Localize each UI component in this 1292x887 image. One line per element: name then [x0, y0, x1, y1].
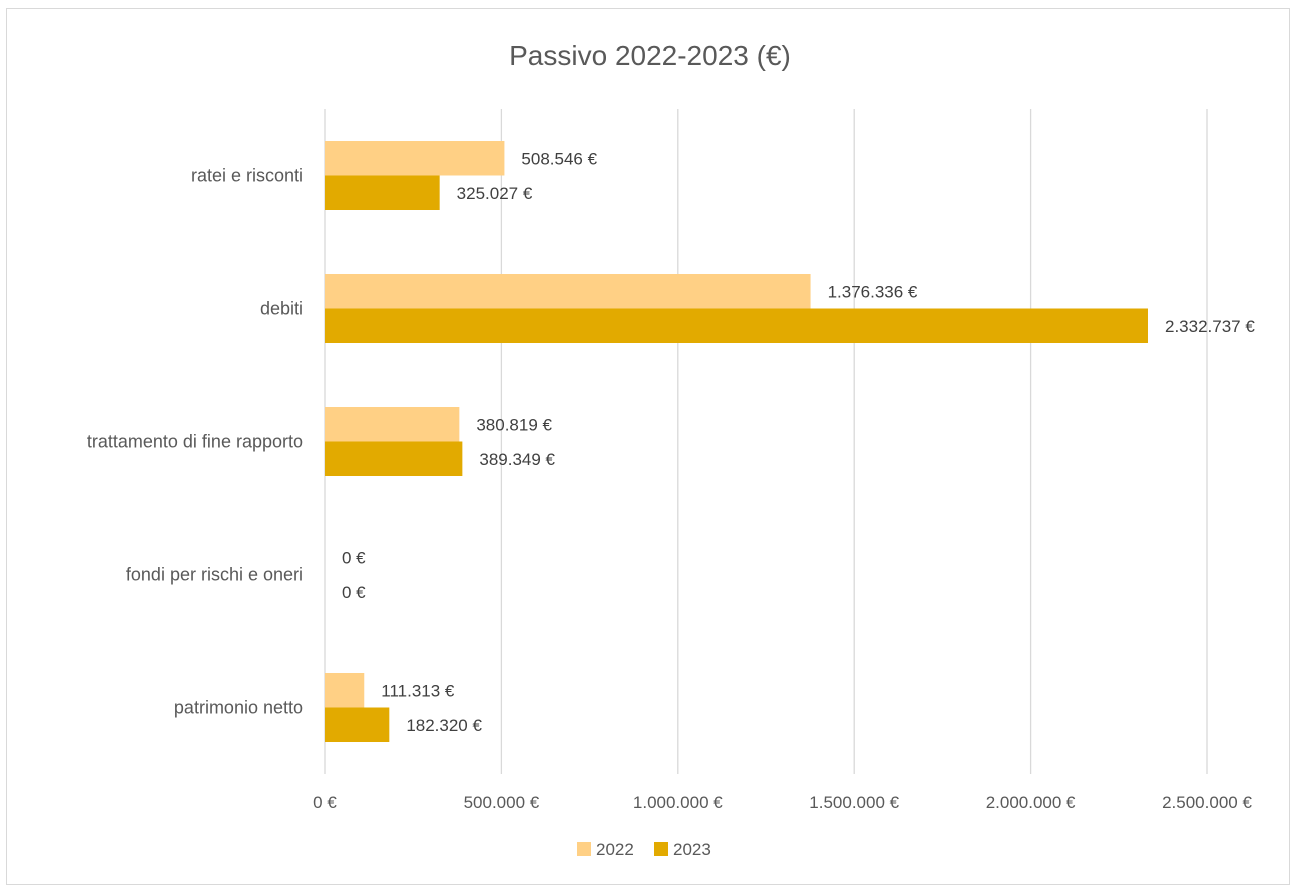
bar-2022 [325, 407, 460, 442]
category-label: patrimonio netto [174, 698, 303, 718]
legend-swatch [654, 842, 668, 856]
category-label: ratei e risconti [191, 166, 303, 186]
data-label: 111.313 € [381, 681, 455, 700]
data-label: 0 € [342, 548, 366, 567]
bar-2022 [325, 673, 365, 708]
chart-svg: Passivo 2022-2023 (€) 508.546 € 325.027 €… [87, 40, 1255, 859]
bar-2023 [325, 707, 390, 742]
category-label: debiti [260, 299, 303, 319]
x-tick-label: 2.500.000 € [1162, 793, 1252, 812]
x-tick-label: 500.000 € [464, 793, 540, 812]
bar-2022 [325, 141, 505, 176]
gridlines [324, 109, 1208, 774]
bar-2022 [325, 274, 811, 309]
chart-title: Passivo 2022-2023 (€) [509, 40, 791, 71]
x-tick-label: 2.000.000 € [986, 793, 1076, 812]
data-label: 0 € [342, 583, 366, 602]
x-tick-label: 1.000.000 € [633, 793, 723, 812]
data-label: 508.546 € [521, 149, 597, 168]
x-axis-tick-labels: 0 € 500.000 € 1.000.000 € 1.500.000 € 2.000.… [313, 793, 1252, 812]
category-label: trattamento di fine rapporto [87, 432, 303, 452]
x-tick-label: 0 € [313, 793, 337, 812]
category-label: fondi per rischi e oneri [126, 565, 303, 585]
legend-label: 2022 [596, 840, 634, 859]
bars [325, 141, 1148, 742]
bar-2023 [325, 441, 463, 476]
bar-2023 [325, 175, 440, 210]
data-label: 380.819 € [476, 415, 552, 434]
x-tick-label: 1.500.000 € [809, 793, 899, 812]
bar-2023 [325, 308, 1148, 343]
data-label: 2.332.737 € [1165, 317, 1255, 336]
category-labels: ratei e risconti debiti trattamento di fin… [87, 166, 303, 718]
data-label: 182.320 € [406, 716, 482, 735]
data-label: 389.349 € [479, 450, 555, 469]
legend-label: 2023 [673, 840, 711, 859]
legend: 2022 2023 [577, 840, 711, 859]
legend-swatch [577, 842, 591, 856]
chart-area: Passivo 2022-2023 (€) 508.546 € 325.027 €… [6, 8, 1290, 885]
data-labels: 508.546 € 325.027 € 1.376.336 € 2.332.737 €… [342, 149, 1255, 735]
data-label: 325.027 € [457, 184, 533, 203]
data-label: 1.376.336 € [828, 282, 918, 301]
